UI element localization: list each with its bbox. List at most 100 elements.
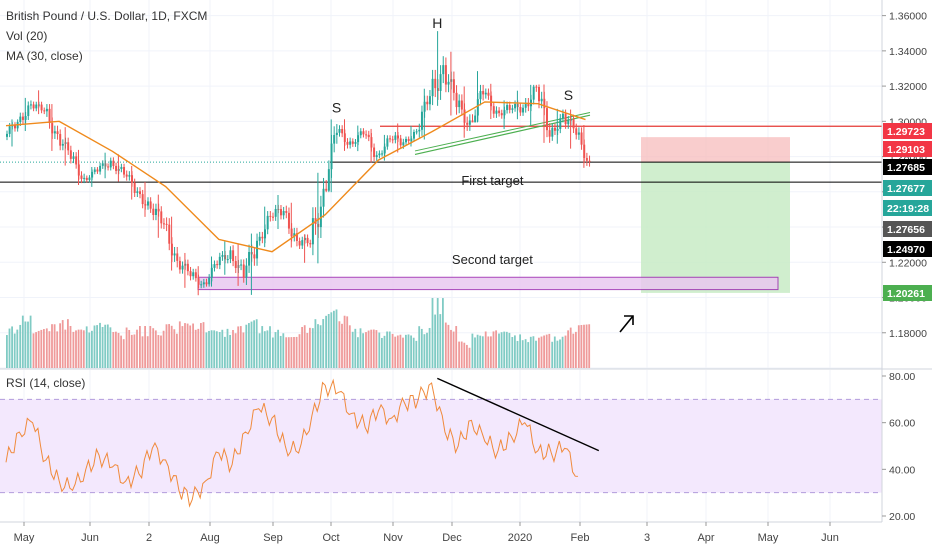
volume-bar [572,333,575,368]
volume-bar [412,337,415,368]
candle-body [351,141,354,144]
candle-body [152,208,155,216]
candle-body [306,237,309,244]
candle-body [221,255,224,257]
candle-body [56,131,59,135]
candle-body [338,129,341,133]
volume-bar [388,331,391,368]
x-tick-label: Jun [81,532,99,544]
volume-bar [535,340,537,368]
candle-body [245,265,248,278]
ma-line [5,101,586,253]
volume-bar [577,325,580,368]
candle-body [444,65,447,85]
candle-body [460,100,463,110]
candle-body [298,240,301,246]
candle-body [242,264,245,278]
volume-bar [232,330,234,368]
candle-body [96,169,99,172]
volume-bar [69,326,72,368]
candle-body [418,129,421,132]
volume-bar [309,327,311,368]
legend-volume[interactable]: Vol (20) [6,29,48,43]
price-tag [883,200,932,216]
candle-body [13,125,16,129]
volume-bar [500,332,503,368]
x-tick-label: 2 [146,532,152,544]
volume-bar [133,334,136,368]
price-axis: 1.180001.200001.220001.240001.260001.280… [882,11,932,523]
stop-loss-zone [641,137,790,163]
candle-body [381,153,384,155]
volume-bar [176,333,178,368]
volume-bar [383,335,386,368]
candle-body [107,166,110,168]
candle-body [279,209,282,216]
legend-rsi[interactable]: RSI (14, close) [6,376,86,390]
candle-body [19,116,22,123]
volume-bar [213,330,216,368]
candle-body [492,106,495,114]
legend-symbol[interactable]: British Pound / U.S. Dollar, 1D, FXCM [6,9,208,23]
candle-body [45,108,48,112]
candle-body [540,98,543,102]
rsi-tick-label: 80.00 [889,371,915,383]
volume-bar [330,312,333,368]
candle-body [322,188,325,207]
candle-body [532,86,535,100]
candle-body [261,236,264,239]
neckline-trend-line [414,112,591,152]
candle-body [67,142,70,151]
candle-body [35,104,38,109]
candle-body [165,223,168,225]
candle-body [389,138,392,140]
annotations: S H S First target Second target [332,15,573,267]
candle-body [189,271,192,277]
candle-body [506,105,509,111]
y-tick-label: 1.22000 [889,257,927,269]
rsi-tick-label: 20.00 [889,511,915,523]
candle-body [75,156,78,165]
volume-bar [580,325,583,368]
volume-bar [476,334,479,368]
volume-bar [298,334,301,368]
candle-body [375,155,378,157]
legend-ma[interactable]: MA (30, close) [6,49,83,63]
candle-body [431,78,434,97]
candle-body [335,132,338,136]
candle-body [466,122,469,125]
volume-bar [490,336,492,368]
candle-body [253,254,256,259]
candle-body [585,157,588,161]
volume-bar [85,326,88,368]
volume-bar [335,309,338,368]
candle-body [487,92,490,96]
candle-body [226,259,229,261]
candle-body [21,116,24,120]
volume-bar [157,335,160,368]
x-tick-label: Aug [200,532,220,544]
candle-body [213,264,216,268]
volume-bar [585,324,588,368]
volume-bar [359,328,362,368]
volume-bar [16,329,19,368]
volume-bar [234,333,237,368]
candle-body [434,78,437,89]
volume-bar [455,326,458,368]
volume-bar [282,333,285,368]
volume-bar [447,324,450,368]
candle-body [559,118,562,129]
price-tag [883,241,932,257]
volume-bar [117,332,120,368]
x-tick-label: May [14,532,35,544]
volume-bar [37,330,40,368]
volume-bar [391,333,394,368]
candle-body [123,167,126,175]
x-tick-label: May [758,532,779,544]
volume-bar [6,335,8,368]
y-tick-label: 1.32000 [889,81,927,93]
candle-body [295,233,298,241]
candle-body [136,191,139,193]
candle-body [72,156,75,159]
